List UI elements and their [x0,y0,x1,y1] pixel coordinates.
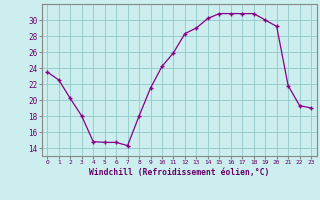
X-axis label: Windchill (Refroidissement éolien,°C): Windchill (Refroidissement éolien,°C) [89,168,269,177]
